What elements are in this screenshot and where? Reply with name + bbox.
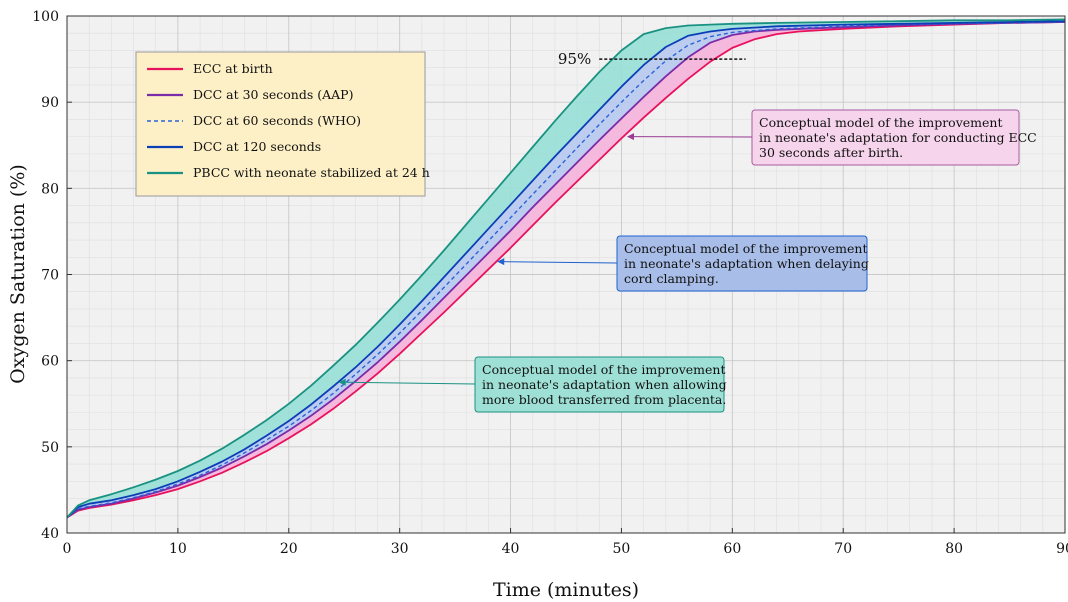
- x-tick-label: 10: [169, 541, 187, 557]
- axis-ticks: 0 10 20 30 40 50 60 70 80 90 40 50 60 70 80 90 100: [32, 9, 1068, 557]
- series-line-3: [66, 20, 1066, 519]
- x-axis-title: Time (minutes): [493, 579, 639, 601]
- y-tick-label: 50: [41, 440, 59, 456]
- y-tick-label: 90: [41, 95, 59, 111]
- annotation-dcc-line-2: in neonate's adaptation when delaying: [624, 256, 869, 271]
- x-tick-label: 90: [1056, 541, 1068, 557]
- annotation-ecc-30s: Conceptual model of the improvement in n…: [751, 109, 1037, 166]
- series-line-4: [66, 18, 1066, 519]
- x-tick-label: 60: [723, 541, 741, 557]
- legend-label-pbcc: PBCC with neonate stabilized at 24 h: [193, 165, 430, 180]
- annotation-arrow-line: [344, 381, 476, 385]
- x-tick-label: 20: [280, 541, 298, 557]
- annotation-pbcc: Conceptual model of the improvement in n…: [474, 356, 727, 413]
- x-tick-label: 80: [945, 541, 963, 557]
- x-tick-label: 50: [613, 541, 631, 557]
- annotation-pbcc-line-3: more blood transferred from placenta.: [482, 392, 726, 407]
- x-tick-label: 40: [502, 541, 520, 557]
- reference-label: 95%: [558, 50, 591, 68]
- x-tick-label: 0: [63, 541, 72, 557]
- annotation-ecc-30s-line-1: Conceptual model of the improvement: [759, 115, 1003, 130]
- legend-label-dcc-30s: DCC at 30 seconds (AAP): [193, 87, 353, 102]
- y-tick-label: 40: [41, 526, 59, 542]
- annotation-dcc-line-1: Conceptual model of the improvement: [624, 241, 868, 256]
- annotation-arrow-head: [497, 258, 505, 266]
- annotation-dcc-line-3: cord clamping.: [624, 271, 719, 286]
- annotation-arrow-head: [626, 133, 634, 141]
- annotation-dcc-box: [616, 235, 868, 292]
- series-lines: [66, 18, 1066, 519]
- legend-label-ecc: ECC at birth: [193, 61, 273, 76]
- annotations: Conceptual model of the improvement in n…: [338, 109, 1037, 413]
- x-tick-label: 70: [834, 541, 852, 557]
- shaded-regions: [67, 19, 1065, 518]
- reference-line-95: 95%: [558, 50, 746, 68]
- y-axis-title: Oxygen Saturation (%): [7, 164, 29, 384]
- y-tick-label: 100: [32, 9, 59, 25]
- annotation-pbcc-line-1: Conceptual model of the improvement: [482, 362, 726, 377]
- series-line-2: [66, 21, 1066, 519]
- annotation-arrow-head: [338, 378, 346, 386]
- legend-box: [135, 51, 426, 197]
- series-line-1: [66, 21, 1066, 519]
- annotation-pbcc-line-2: in neonate's adaptation when allowing: [482, 377, 727, 392]
- legend: ECC at birth DCC at 30 seconds (AAP) DCC…: [135, 51, 430, 197]
- annotation-pbcc-box: [474, 356, 725, 413]
- series-line-0: [66, 21, 1066, 519]
- y-tick-label: 60: [41, 354, 59, 370]
- shaded-region: [67, 19, 1065, 518]
- legend-label-dcc-60s: DCC at 60 seconds (WHO): [193, 113, 361, 128]
- y-tick-label: 80: [41, 181, 59, 197]
- annotation-ecc-30s-box: [751, 109, 1020, 166]
- annotation-arrow-line: [503, 261, 618, 264]
- x-tick-label: 30: [391, 541, 409, 557]
- annotation-dcc: Conceptual model of the improvement in n…: [616, 235, 869, 292]
- legend-label-dcc-120s: DCC at 120 seconds: [193, 139, 321, 154]
- y-tick-label: 70: [41, 268, 59, 284]
- annotation-ecc-30s-line-3: 30 seconds after birth.: [759, 145, 903, 160]
- annotation-ecc-30s-line-2: in neonate's adaptation for conducting E…: [759, 130, 1037, 145]
